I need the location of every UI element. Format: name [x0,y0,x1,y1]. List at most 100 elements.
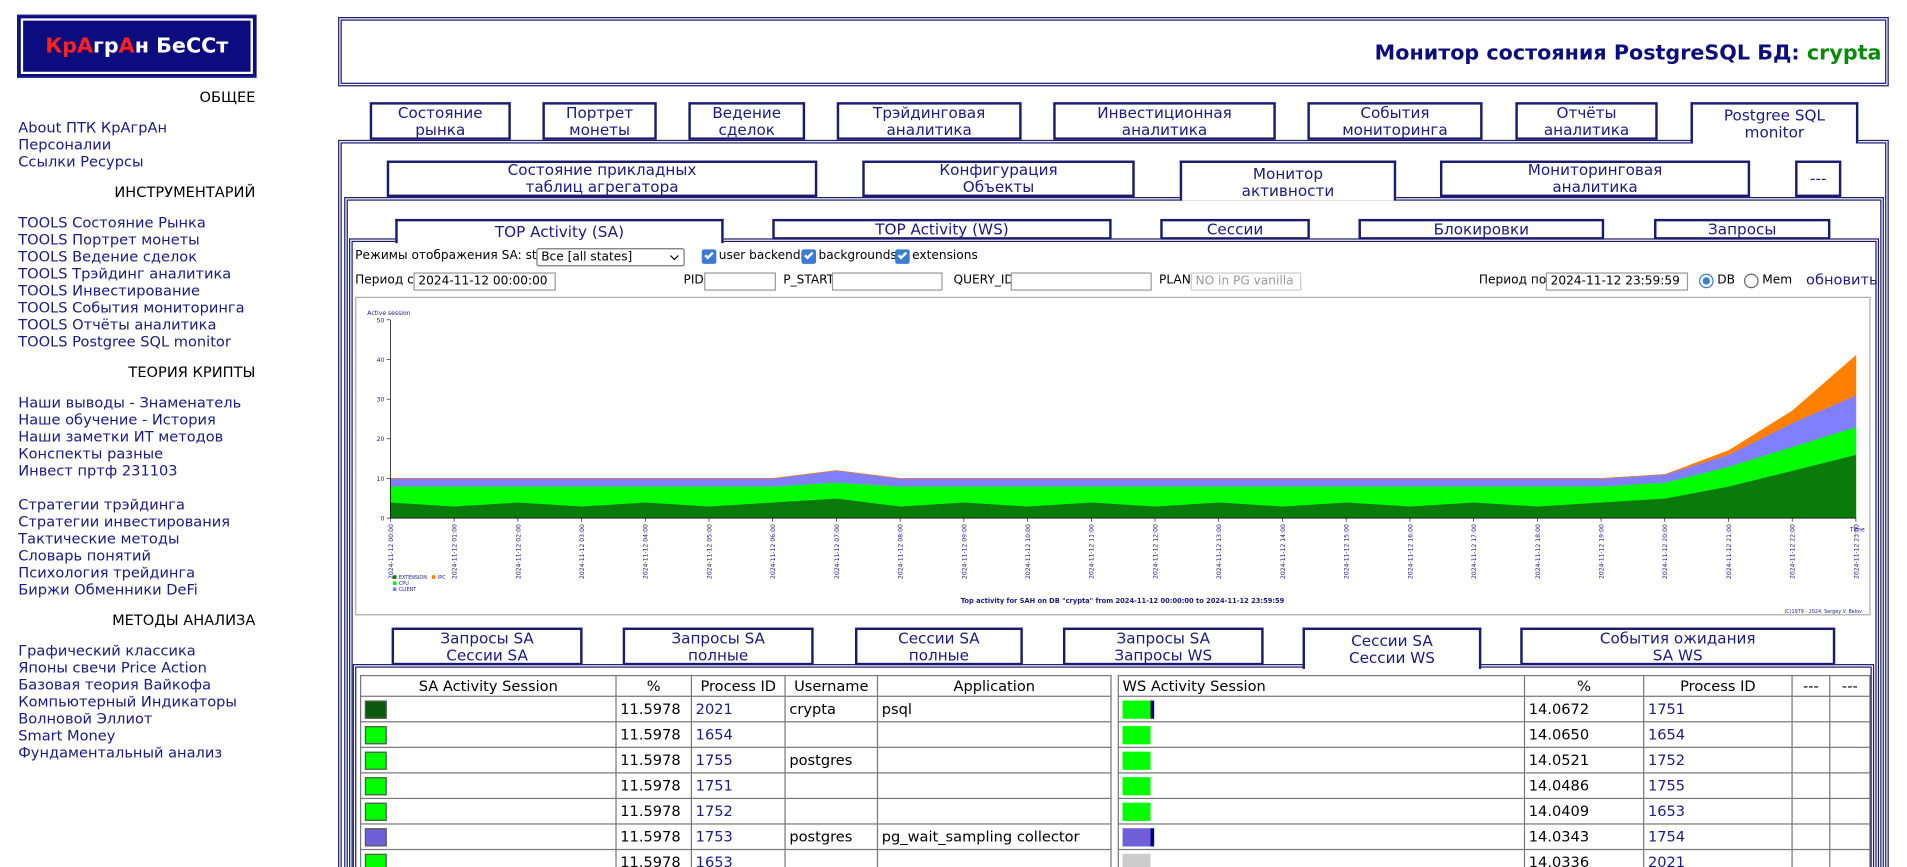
menu-link[interactable]: Словарь понятий [18,547,151,564]
cell[interactable]: 1654 [1644,722,1792,748]
menu-link[interactable]: Наши заметки ИТ методов [18,428,223,445]
menu-link[interactable]: TOOLS Postgree SQL monitor [18,333,231,350]
logo-part: н БеССт [135,34,229,58]
radio[interactable] [1699,274,1714,289]
checkbox[interactable] [895,249,910,264]
label: QUERY_ID [954,272,1014,289]
tab[interactable]: TOP Activity (SA) [395,219,723,243]
chart-title: Top activity for SAH on DB "crypta" from… [961,597,1285,605]
cell [1830,773,1870,799]
refresh-link[interactable]: обновить [1806,271,1878,288]
cell[interactable]: 1654 [691,722,785,748]
menu-link[interactable]: Графический классика [18,642,196,659]
cell: postgres [785,747,877,773]
table-row: 11.59781654 [361,722,1111,748]
menu-link[interactable]: Конспекты разные [18,445,163,462]
menu-link[interactable]: Наше обучение - История [18,411,216,428]
y-tick-label: 50 [377,317,385,324]
menu-link[interactable]: Стратегии трэйдинга [18,496,185,513]
tab[interactable]: Отчёты аналитика [1515,102,1657,140]
check-mark [704,250,713,259]
tab[interactable]: Запросы SA Запросы WS [1063,628,1264,666]
menu-link[interactable]: TOOLS События мониторинга [18,299,244,316]
menu-link[interactable]: Психология трейдинга [18,564,195,581]
menu-link[interactable]: Базовая теория Вайкофа [18,676,211,693]
menu-link[interactable]: Стратегии инвестирования [18,513,230,530]
logo[interactable]: КрАгрАн БеССт [18,16,255,77]
cell[interactable]: 1752 [1644,747,1792,773]
cell[interactable]: 1754 [1644,824,1792,850]
header-text: Монитор состояния PostgreSQL БД: [1375,41,1807,65]
tab[interactable]: Конфигурация Объекты [862,161,1134,197]
menu-link[interactable]: Ссылки Ресурсы [18,153,143,170]
menu-link[interactable]: Биржи Обменники DeFi [18,581,198,598]
table-row: 11.59781753postgrespg_wait_sampling coll… [361,824,1111,850]
session-bar-cell [361,773,616,799]
tab[interactable]: Монитор активности [1180,161,1396,201]
tab[interactable]: Сессии [1160,219,1310,240]
menu-link[interactable]: Компьютерный Индикаторы [18,693,237,710]
session-bar-cell [361,747,616,773]
tab[interactable]: Состояние рынка [370,102,511,140]
tab[interactable]: Портрет монеты [542,102,656,140]
db-name: crypta [1807,41,1882,65]
menu-link[interactable]: TOOLS Трэйдинг аналитика [18,265,231,282]
tab[interactable]: TOP Activity (WS) [772,219,1111,240]
tab[interactable]: Сессии SA Сессии WS [1303,628,1482,669]
cell[interactable]: 1653 [1644,798,1792,824]
legend-swatch [432,575,436,579]
checkbox[interactable] [702,249,717,264]
cell[interactable]: 1653 [691,850,785,867]
cell[interactable]: 1751 [1644,696,1792,722]
menu-link[interactable]: Инвест пртф 231103 [18,462,177,479]
text-input[interactable] [1011,272,1152,290]
cell [1830,696,1870,722]
radio[interactable] [1744,274,1759,289]
menu-link[interactable]: Фундаментальный анализ [18,744,222,761]
x-tick-label: 2024-11-12 21:00 [1726,524,1733,579]
menu-link[interactable]: Наши выводы - Знаменатель [18,394,241,411]
cell[interactable]: 1753 [691,824,785,850]
text-input[interactable]: NO in PG vanilla [1191,272,1302,290]
cell [877,722,1111,748]
session-bar-cell [361,850,616,867]
tab[interactable]: События мониторинга [1307,102,1482,140]
text-input[interactable] [704,272,776,290]
cell[interactable]: 1755 [691,747,785,773]
select[interactable]: Все [all states] [536,248,684,266]
checkbox[interactable] [801,249,816,264]
menu-link[interactable]: TOOLS Инвестирование [18,282,200,299]
tab[interactable]: Запросы SA Сессии SA [392,628,583,666]
cell[interactable]: 2021 [1644,850,1792,867]
tab[interactable]: --- [1795,161,1841,197]
date-input[interactable]: 2024-11-12 23:59:59 [1546,272,1688,290]
date-input[interactable]: 2024-11-12 00:00:00 [414,272,556,290]
tab[interactable]: Инвестиционная аналитика [1053,102,1276,140]
menu-link[interactable]: Тактические методы [18,530,179,547]
tab[interactable]: Трэйдинговая аналитика [837,102,1022,140]
cell[interactable]: 2021 [691,696,785,722]
cell[interactable]: 1751 [691,773,785,799]
tab[interactable]: Состояние прикладных таблиц агрегатора [387,161,818,197]
menu-link[interactable]: Персоналии [18,136,111,153]
data-table: WS Activity Session%Process ID------14.0… [1118,675,1871,867]
tab[interactable]: Ведение сделок [688,102,805,140]
menu-link[interactable]: TOOLS Портрет монеты [18,231,199,248]
menu-link[interactable]: TOOLS Отчёты аналитика [18,316,216,333]
tab[interactable]: Мониторинговая аналитика [1440,161,1750,197]
tab[interactable]: Запросы [1654,219,1830,240]
tab[interactable]: Блокировки [1358,219,1604,240]
text-input[interactable] [832,272,943,290]
tab[interactable]: Postgree SQL monitor [1691,102,1859,143]
menu-link[interactable]: Smart Money [18,727,115,744]
menu-link[interactable]: TOOLS Ведение сделок [18,248,197,265]
tab[interactable]: Запросы SA полные [623,628,814,666]
tab[interactable]: Сессии SA полные [855,628,1023,666]
cell[interactable]: 1752 [691,798,785,824]
menu-link[interactable]: TOOLS Состояние Рынка [18,214,206,231]
menu-link[interactable]: Японы свечи Price Action [18,659,207,676]
menu-link[interactable]: About ПТК КрАгрАн [18,119,167,136]
menu-link[interactable]: Волновой Эллиот [18,710,152,727]
cell[interactable]: 1755 [1644,773,1792,799]
tab[interactable]: События ожидания SA WS [1520,628,1835,666]
